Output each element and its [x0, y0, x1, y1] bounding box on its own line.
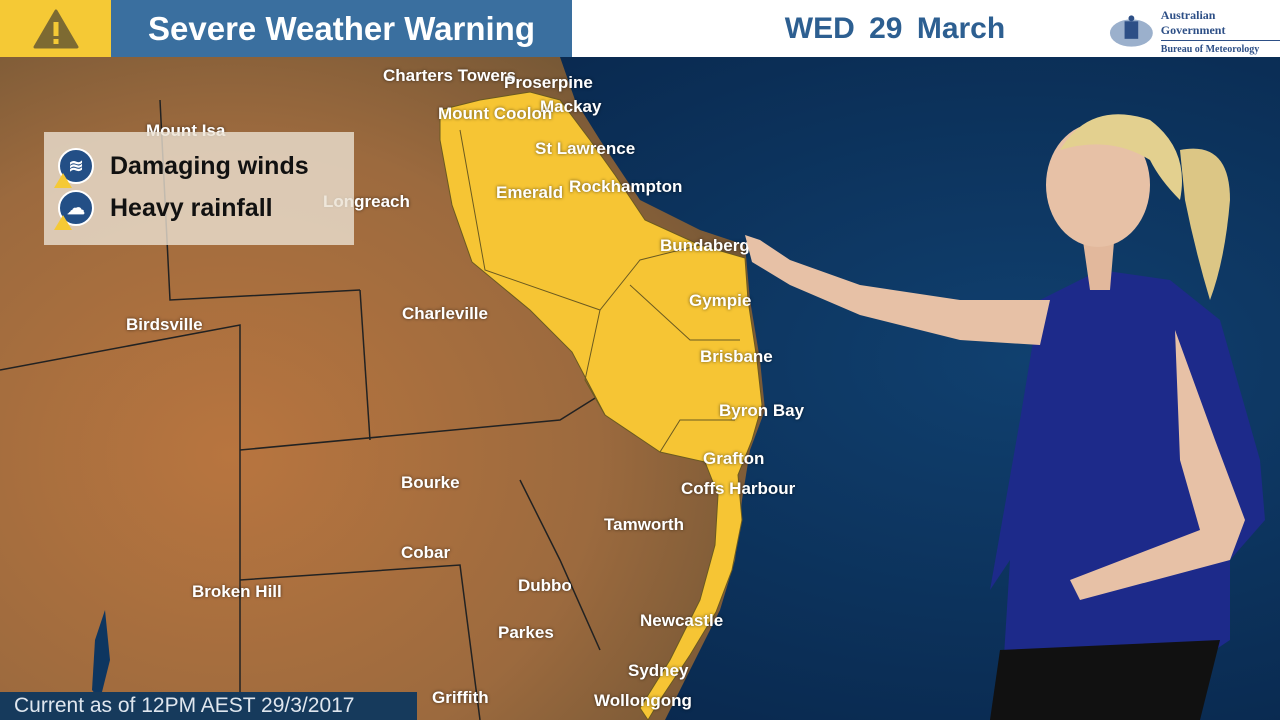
city-label: Sydney	[628, 661, 689, 680]
city-label: Bourke	[401, 473, 460, 492]
city-label: Grafton	[703, 449, 765, 468]
city-label: Gympie	[689, 291, 752, 310]
city-label: Birdsville	[126, 315, 203, 334]
state-borders	[0, 99, 601, 720]
city-label: Charters Towers	[383, 66, 516, 85]
city-label: Coffs Harbour	[681, 479, 796, 498]
forecast-date: WED 29 March	[784, 11, 1006, 45]
city-label: Byron Bay	[719, 401, 805, 420]
logo-line2: Bureau of Meteorology	[1160, 44, 1260, 55]
legend-label: Heavy rainfall	[110, 193, 273, 222]
city-label: Griffith	[432, 688, 489, 707]
presenter	[745, 114, 1265, 720]
warning-legend: ≋ Damaging winds ☁ Heavy rainfall	[44, 132, 354, 245]
bom-logo: Australian Government Bureau of Meteorolo…	[1108, 8, 1280, 55]
header-bar: Severe Weather Warning WED 29 March Aust…	[0, 0, 1280, 57]
lake	[92, 610, 110, 700]
city-label: Newcastle	[640, 611, 724, 630]
city-label: Mackay	[540, 97, 602, 116]
logo-line1: Australian Government	[1160, 8, 1280, 41]
city-label: Bundaberg	[660, 236, 750, 255]
wind-icon: ≋	[54, 148, 94, 188]
page-title: Severe Weather Warning	[111, 0, 572, 57]
small-warning-icon	[54, 173, 72, 188]
rain-cloud-icon: ☁	[54, 190, 94, 230]
city-label: Parkes	[498, 623, 554, 642]
warning-district-borders	[459, 129, 740, 453]
city-label: Emerald	[496, 183, 564, 202]
city-label: Charleville	[402, 304, 488, 323]
legend-item-rainfall: ☁ Heavy rainfall	[54, 190, 273, 230]
warning-triangle-icon	[33, 9, 78, 48]
warning-badge	[0, 0, 111, 57]
city-label: Rockhampton	[569, 177, 683, 196]
city-label: St Lawrence	[535, 139, 636, 158]
city-label: Dubbo	[518, 576, 572, 595]
city-label: Proserpine	[504, 73, 593, 92]
city-label: Tamworth	[604, 515, 684, 534]
legend-item-winds: ≋ Damaging winds	[54, 148, 309, 188]
warning-area	[439, 91, 763, 720]
coat-of-arms-icon	[1109, 14, 1153, 47]
city-label: Broken Hill	[192, 582, 282, 601]
city-label: Mount Coolon	[438, 104, 553, 123]
city-label: Cobar	[401, 543, 451, 562]
legend-label: Damaging winds	[110, 151, 309, 180]
city-label: Wollongong	[594, 691, 692, 710]
timestamp-bar: Current as of 12PM AEST 29/3/2017	[0, 692, 417, 720]
city-label: Brisbane	[700, 347, 773, 366]
small-warning-icon	[54, 215, 72, 230]
